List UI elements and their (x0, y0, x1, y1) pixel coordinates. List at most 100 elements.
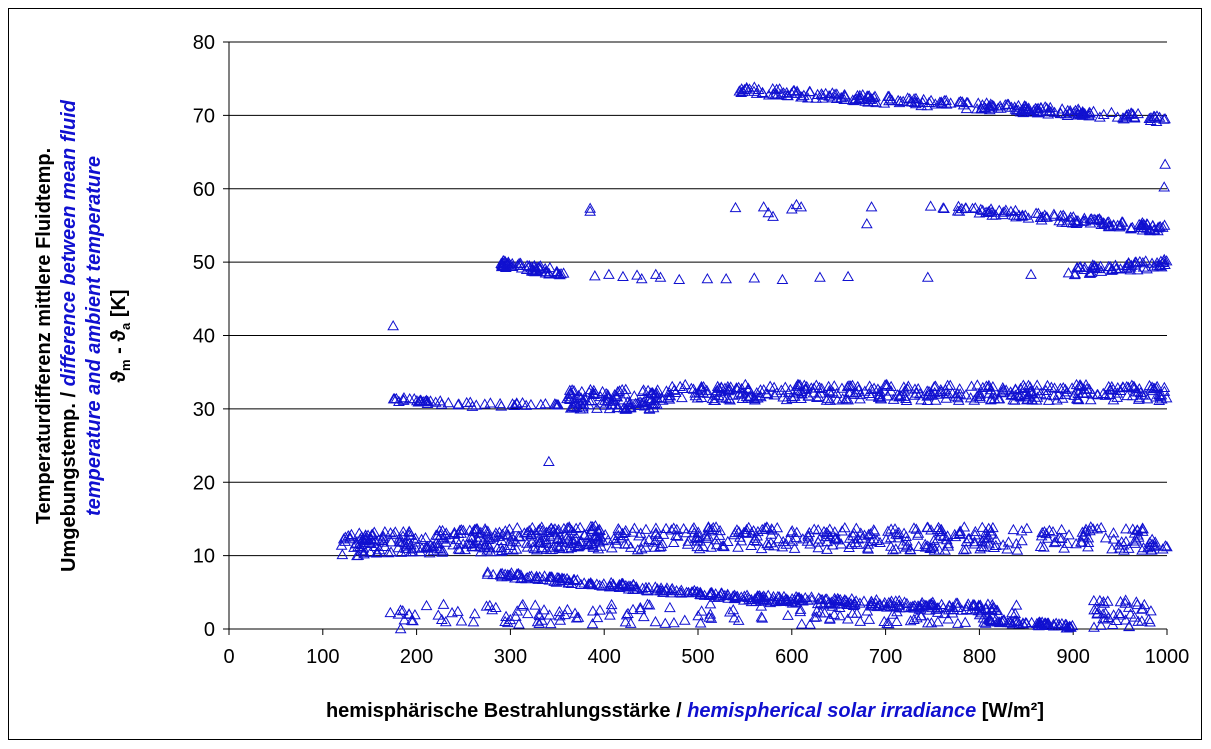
data-point (875, 393, 888, 404)
data-point (917, 93, 930, 105)
data-point (1040, 527, 1053, 539)
data-point (786, 525, 798, 536)
data-point (651, 583, 664, 594)
data-point (649, 528, 662, 539)
data-point (345, 528, 358, 540)
data-point (791, 85, 803, 96)
data-point (796, 533, 809, 544)
data-point (870, 96, 883, 108)
data-point (676, 391, 688, 403)
data-point (674, 380, 686, 391)
data-point (1056, 392, 1069, 403)
data-point (691, 535, 704, 546)
data-point (788, 542, 801, 553)
data-point (1122, 381, 1135, 392)
data-point (1125, 107, 1137, 118)
data-point (1088, 260, 1101, 271)
data-point (1149, 536, 1162, 547)
data-point (540, 543, 553, 554)
data-point (649, 615, 662, 627)
data-point (481, 525, 494, 536)
data-point (1076, 109, 1089, 120)
data-point (1035, 619, 1048, 630)
data-point (928, 381, 941, 392)
data-point (1139, 255, 1152, 266)
data-point (1011, 615, 1024, 626)
data-point (885, 523, 897, 534)
data-point (893, 599, 905, 610)
data-point (932, 521, 945, 532)
data-point (1117, 112, 1129, 123)
y-tick-label: 0 (204, 619, 215, 641)
data-point (886, 94, 898, 105)
data-point (846, 607, 859, 618)
data-point (983, 387, 996, 398)
data-point (1155, 393, 1168, 404)
data-point (1110, 614, 1123, 626)
data-point (1161, 540, 1173, 552)
data-point (1093, 594, 1106, 606)
data-point (757, 201, 770, 212)
data-point (510, 397, 523, 408)
data-point (794, 603, 807, 614)
data-point (846, 379, 859, 390)
data-point (921, 271, 934, 282)
data-point (608, 388, 621, 400)
data-point (728, 592, 741, 604)
data-point (387, 528, 400, 540)
data-point (954, 525, 966, 537)
data-point (1158, 381, 1171, 392)
data-point (544, 530, 556, 542)
data-point (832, 534, 844, 545)
data-point (511, 521, 524, 533)
data-point (1037, 541, 1050, 552)
data-point (864, 93, 877, 104)
data-point (1098, 217, 1111, 229)
data-point (771, 522, 784, 533)
data-point (539, 262, 552, 274)
data-point (615, 532, 628, 543)
data-points (335, 81, 1173, 634)
data-point (484, 533, 497, 544)
data-point (568, 401, 581, 412)
data-point (860, 217, 873, 229)
data-point (736, 387, 749, 398)
data-point (986, 209, 999, 220)
x-tick-label: 800 (963, 646, 996, 668)
data-point (1134, 386, 1147, 398)
data-point (1112, 539, 1125, 550)
data-point (748, 272, 761, 283)
data-point (434, 543, 446, 554)
data-point (775, 384, 788, 395)
data-point (942, 540, 955, 551)
data-point (722, 592, 735, 603)
data-point (628, 390, 641, 401)
data-point (1061, 622, 1074, 633)
data-point (790, 590, 802, 602)
data-point (978, 532, 991, 543)
data-point (865, 535, 878, 547)
data-point (446, 606, 458, 618)
data-point (884, 93, 897, 104)
data-point (641, 598, 654, 609)
data-point (733, 526, 745, 537)
data-point (960, 603, 973, 614)
data-point (420, 394, 433, 405)
data-point (660, 584, 673, 595)
data-point (813, 533, 826, 544)
data-point (602, 390, 615, 401)
data-point (557, 267, 570, 278)
data-point (795, 618, 808, 629)
data-point (938, 202, 950, 213)
data-point (997, 206, 1010, 217)
data-point (799, 383, 811, 394)
data-point (1084, 521, 1097, 532)
data-point (1158, 113, 1170, 124)
data-point (901, 535, 913, 546)
data-point (705, 612, 718, 623)
data-point (1091, 388, 1104, 400)
data-point (451, 605, 464, 616)
data-point (751, 530, 763, 541)
data-point (1057, 381, 1070, 393)
data-point (1016, 209, 1029, 220)
